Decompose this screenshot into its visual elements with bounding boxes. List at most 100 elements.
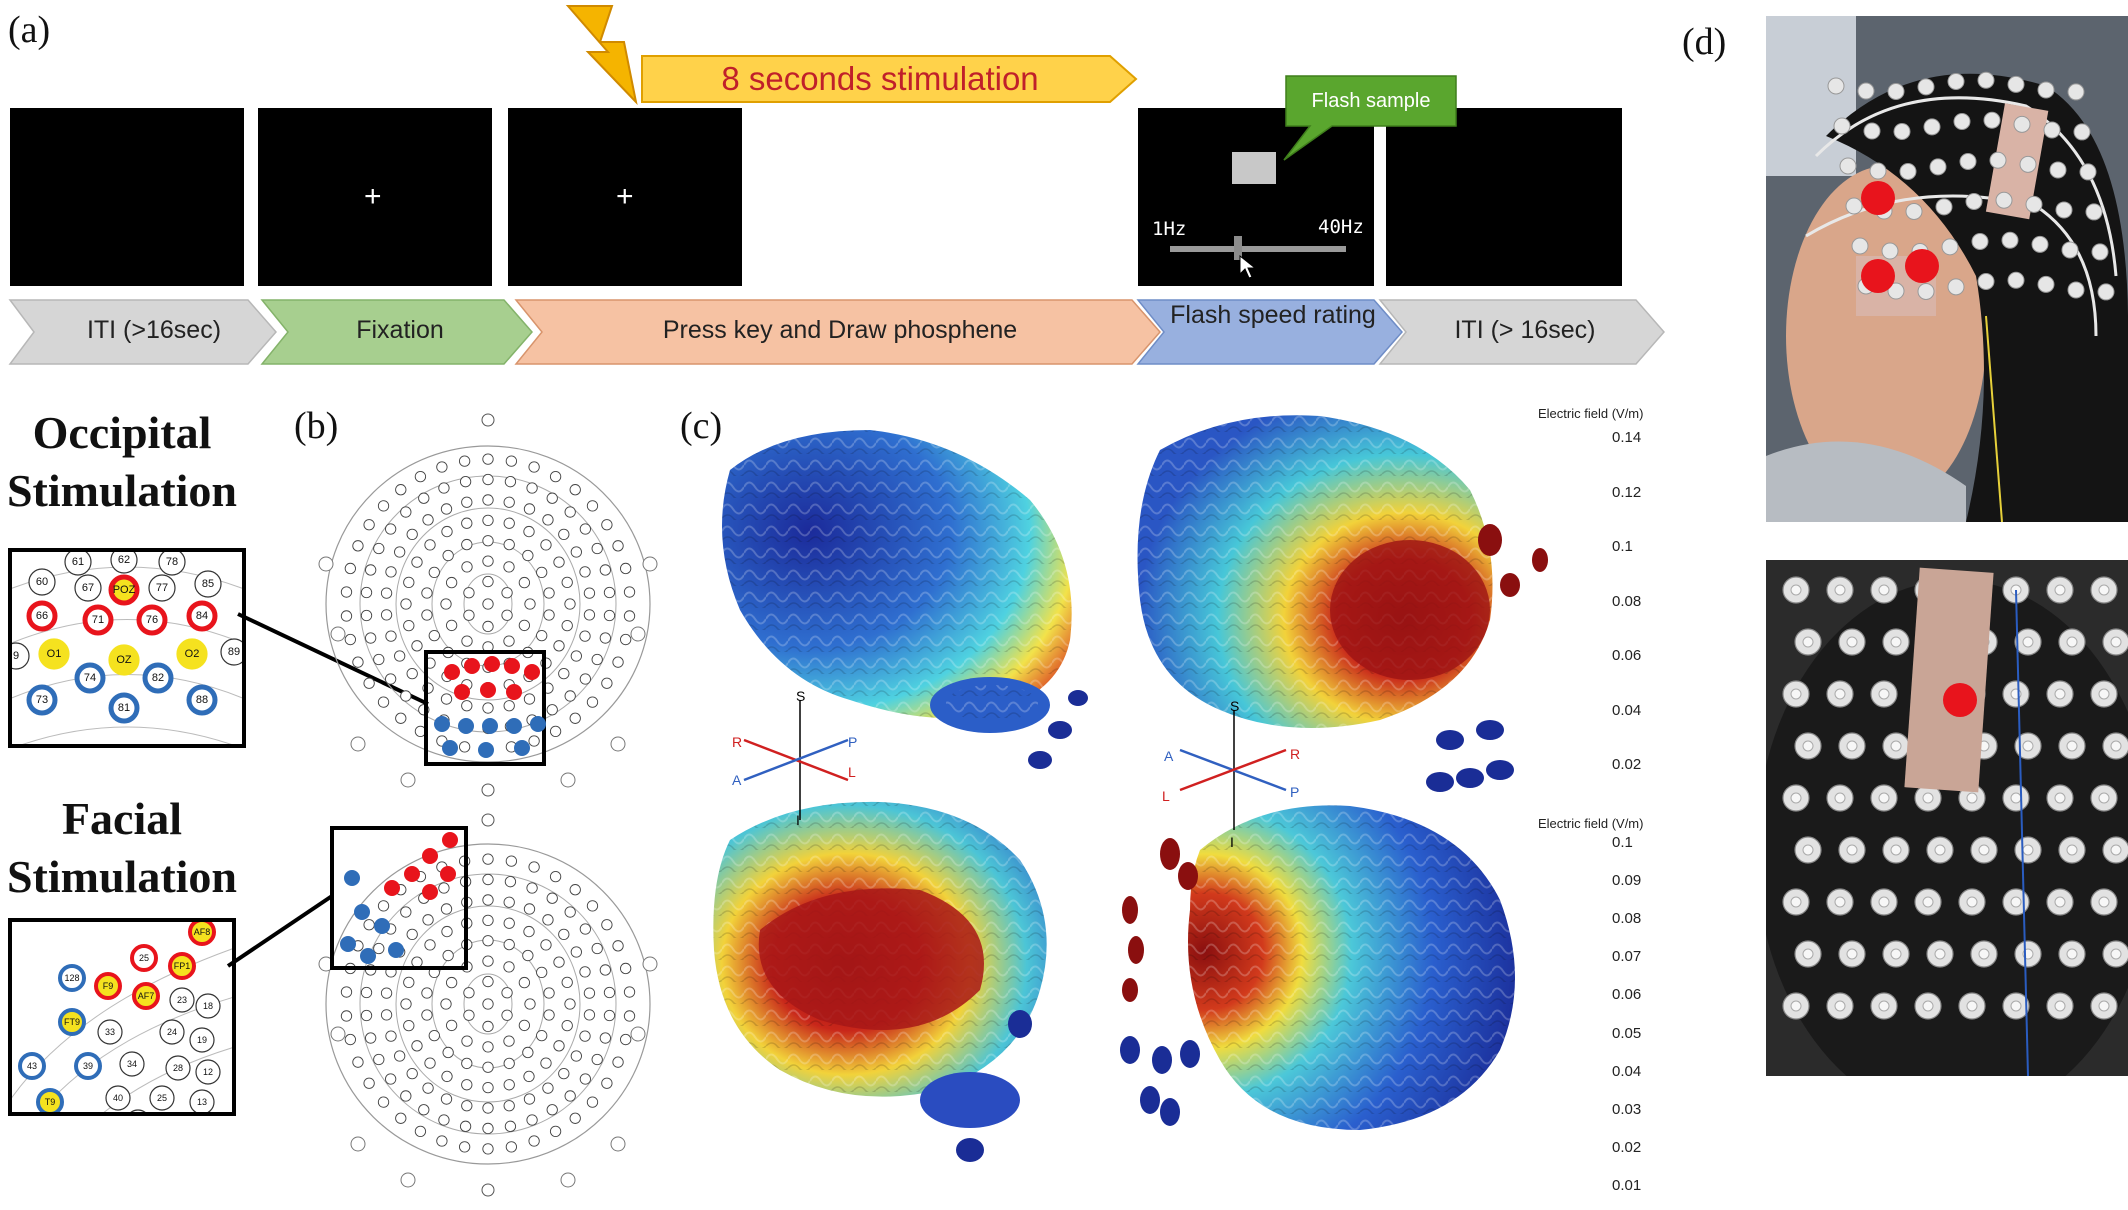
photo-electrode: [2013, 115, 2031, 133]
frequency-slider-thumb[interactable]: [1234, 236, 1242, 260]
axis-r-right: R: [1290, 746, 1301, 762]
electrode-map-electrode: [546, 892, 558, 904]
electrode-map-electrode: [445, 576, 458, 589]
zoom-occipital-electrode: [108, 574, 140, 606]
electrode-map-landmark: [481, 783, 495, 797]
photo-electrode-center: [2010, 792, 2022, 804]
electrode-map-electrode: [384, 1073, 397, 1085]
electrode-map-electrode: [543, 587, 555, 599]
electrode-map-electrode: [553, 640, 565, 652]
electrode-map-electrode: [463, 587, 475, 599]
electrode-map-electrode: [400, 506, 412, 518]
photo-electrode: [1893, 122, 1911, 140]
electrode-map-electrode: [482, 935, 494, 947]
electrode-map-electrode: [536, 629, 548, 642]
electrode-map-electrode: [482, 514, 494, 527]
map-occipital-stim-electrode: [484, 656, 500, 672]
electrode-map-electrode: [424, 1057, 436, 1069]
electrode-map-electrode: [603, 986, 616, 999]
electrode-map-electrode: [543, 987, 555, 999]
electrode-map-electrode: [459, 476, 472, 488]
map-occipital-stim-electrode: [480, 682, 496, 698]
electrode-map-electrode: [561, 576, 573, 589]
photo-electrode-center: [1878, 792, 1890, 804]
axis-i-right: I: [1230, 834, 1234, 850]
axis-l-right: L: [1162, 788, 1170, 804]
electrode-map-electrode: [482, 1081, 494, 1094]
electrode-map-electrode: [579, 1073, 592, 1085]
zoom-occipital-electrode: [220, 638, 242, 666]
electrode-map-electrode: [542, 514, 554, 526]
axis-p-left: P: [848, 734, 858, 750]
electrode-map-landmark: [481, 1183, 495, 1197]
photo-electrode: [1995, 191, 2013, 209]
electrode-map-outer-electrode: [560, 772, 576, 788]
electrode-map-electrode: [424, 939, 436, 951]
electrode-map-electrode: [518, 619, 531, 632]
electrode-map-electrode: [536, 1029, 548, 1042]
electrode-map-electrode: [583, 587, 596, 599]
photo-electrode: [1989, 151, 2007, 169]
colorbar-tick-label: 0.04: [1612, 1062, 1642, 1080]
zoom-occipital-electrode-label: 67: [82, 582, 94, 594]
electrode-map-electrode: [360, 986, 373, 999]
electrode-map-electrode: [340, 586, 353, 598]
electrode-map-electrode: [591, 942, 603, 955]
electrode-map-electrode: [482, 914, 494, 927]
electrode-map-electrode: [599, 564, 611, 576]
electrode-map-electrode: [377, 500, 390, 512]
zoom-facial-electrode-label: 13: [197, 1097, 207, 1107]
photo-electrode-center: [1934, 844, 1946, 856]
zoom-occipital-electrode-label: 61: [72, 556, 84, 568]
phase-label-press-draw: Press key and Draw phosphene: [662, 316, 1018, 344]
electrode-map-electrode: [461, 561, 473, 573]
brain-render-lower-left: [713, 801, 1047, 1162]
photo-electrode-center: [2110, 740, 2122, 752]
zoom-facial-electrode: [188, 922, 216, 946]
photo-electrode-center: [1890, 844, 1902, 856]
zoom-facial-electrode-label: 24: [167, 1027, 177, 1037]
electrode-map-electrode: [542, 1082, 554, 1094]
photo-electrode-center: [1922, 1000, 1934, 1012]
zoom-facial-svg: AF8 25 FP1 128 F9 AF7 23 18 33 24 19 43 39 FT9 34 28 12 T…: [12, 922, 232, 1112]
zoom-facial-electrode: [119, 1051, 145, 1077]
electrode-map-electrode: [482, 894, 494, 906]
electrode-map-electrode: [458, 455, 471, 467]
electrode-map-electrode: [440, 1093, 453, 1105]
colorbar-tick-label: 0.05: [1612, 1024, 1642, 1042]
colorbar-tick-label: 0.08: [1612, 592, 1642, 610]
photo-electrode: [2079, 163, 2097, 181]
zoom-occipital-electrode: [26, 684, 58, 716]
electrode-map-electrode: [540, 539, 552, 551]
photo-electrode-center: [1790, 896, 1802, 908]
electrode-map-electrode: [549, 1125, 562, 1138]
electrode-map-electrode: [463, 987, 475, 999]
electrode-map-outer-electrode: [630, 1026, 646, 1042]
photo-electrode: [1947, 278, 1965, 296]
photo-electrode: [1839, 157, 1857, 175]
electrode-map-electrode: [558, 528, 570, 541]
photo-electrode-center: [2098, 584, 2110, 596]
electrode-map-electrode: [536, 566, 548, 579]
electrode-map-electrode: [441, 1070, 453, 1083]
frequency-slider-track[interactable]: [1170, 246, 1346, 252]
photo-electrode: [1905, 202, 1923, 220]
electrode-map-electrode: [445, 976, 458, 989]
axis-glyph-left: [743, 700, 849, 820]
photo-electrode-center: [2010, 896, 2022, 908]
photo-electrode-center: [1978, 948, 1990, 960]
electrode-map-electrode: [458, 1141, 471, 1153]
zoom-facial-electrode: [189, 1027, 215, 1053]
electrode-map-electrode: [612, 1056, 624, 1068]
zoom-facial-electrode: [159, 1019, 185, 1045]
electrode-map-electrode: [365, 564, 377, 576]
colorbar-tick-label: 0.03: [1612, 1100, 1642, 1118]
electrode-map-electrode: [482, 955, 494, 967]
electrode-map-electrode: [503, 938, 515, 951]
electrode-map-electrode: [445, 1019, 458, 1032]
zoom-occipital-electrode-label: 76: [146, 614, 158, 626]
map-facial-stim-electrode: [422, 848, 438, 864]
electrode-map-electrode: [365, 632, 377, 644]
map-occipital-reference-electrode: [530, 716, 546, 732]
photo-electrode: [1959, 152, 1977, 170]
